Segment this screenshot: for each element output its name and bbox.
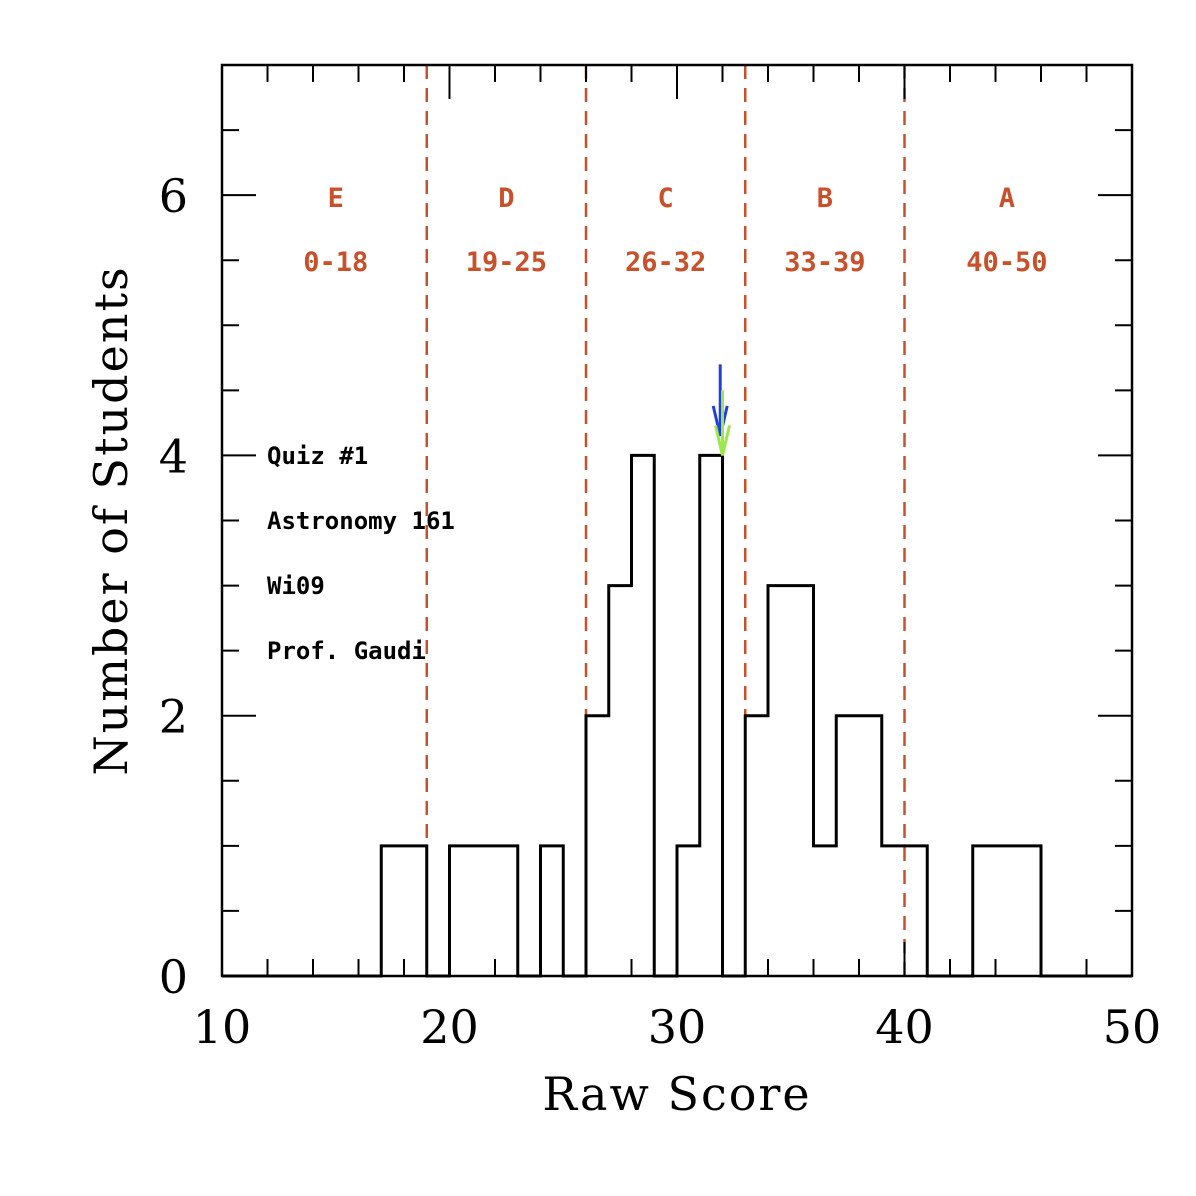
- marker-arrow-head: [711, 405, 729, 437]
- annotation-line: Wi09: [267, 572, 325, 600]
- annotations: Quiz #1 Astronomy 161 Wi09 Prof. Gaudi: [267, 442, 455, 665]
- grade-letter: D: [498, 183, 514, 214]
- score-markers: [711, 364, 731, 456]
- annotation-line: Astronomy 161: [267, 507, 455, 535]
- grade-letter: B: [817, 183, 833, 214]
- grade-letter: E: [328, 183, 344, 214]
- grade-range: 33-39: [784, 247, 865, 278]
- x-tick-label: 50: [1103, 1000, 1162, 1054]
- y-tick-label: 4: [159, 429, 188, 483]
- grade-range: 0-18: [303, 247, 368, 278]
- marker-arrow-head: [714, 425, 731, 456]
- x-axis-title: Raw Score: [542, 1067, 811, 1121]
- grade-letter: C: [657, 183, 673, 214]
- annotation-line: Prof. Gaudi: [267, 637, 426, 665]
- grade-range: 26-32: [625, 247, 706, 278]
- grade-labels: E 0-18 D 19-25 C 26-32 B 33-39 A 40-50: [303, 183, 1047, 278]
- y-tick-label: 6: [159, 169, 188, 223]
- axis-ticks: [221, 64, 1133, 977]
- x-tick-label: 30: [648, 1000, 707, 1054]
- x-tick-label: 10: [193, 1000, 252, 1054]
- annotation-line: Quiz #1: [267, 442, 368, 470]
- grade-letter: A: [999, 183, 1015, 214]
- y-tick-label: 2: [159, 690, 188, 744]
- y-tick-label: 0: [159, 950, 188, 1004]
- x-tick-label: 20: [420, 1000, 479, 1054]
- grade-range: 40-50: [966, 247, 1047, 278]
- tick-labels: 10 20 30 40 50 0 2 4 6: [159, 169, 1162, 1054]
- y-axis-title: Number of Students: [84, 265, 138, 775]
- x-tick-label: 40: [875, 1000, 934, 1054]
- grade-range: 19-25: [466, 247, 547, 278]
